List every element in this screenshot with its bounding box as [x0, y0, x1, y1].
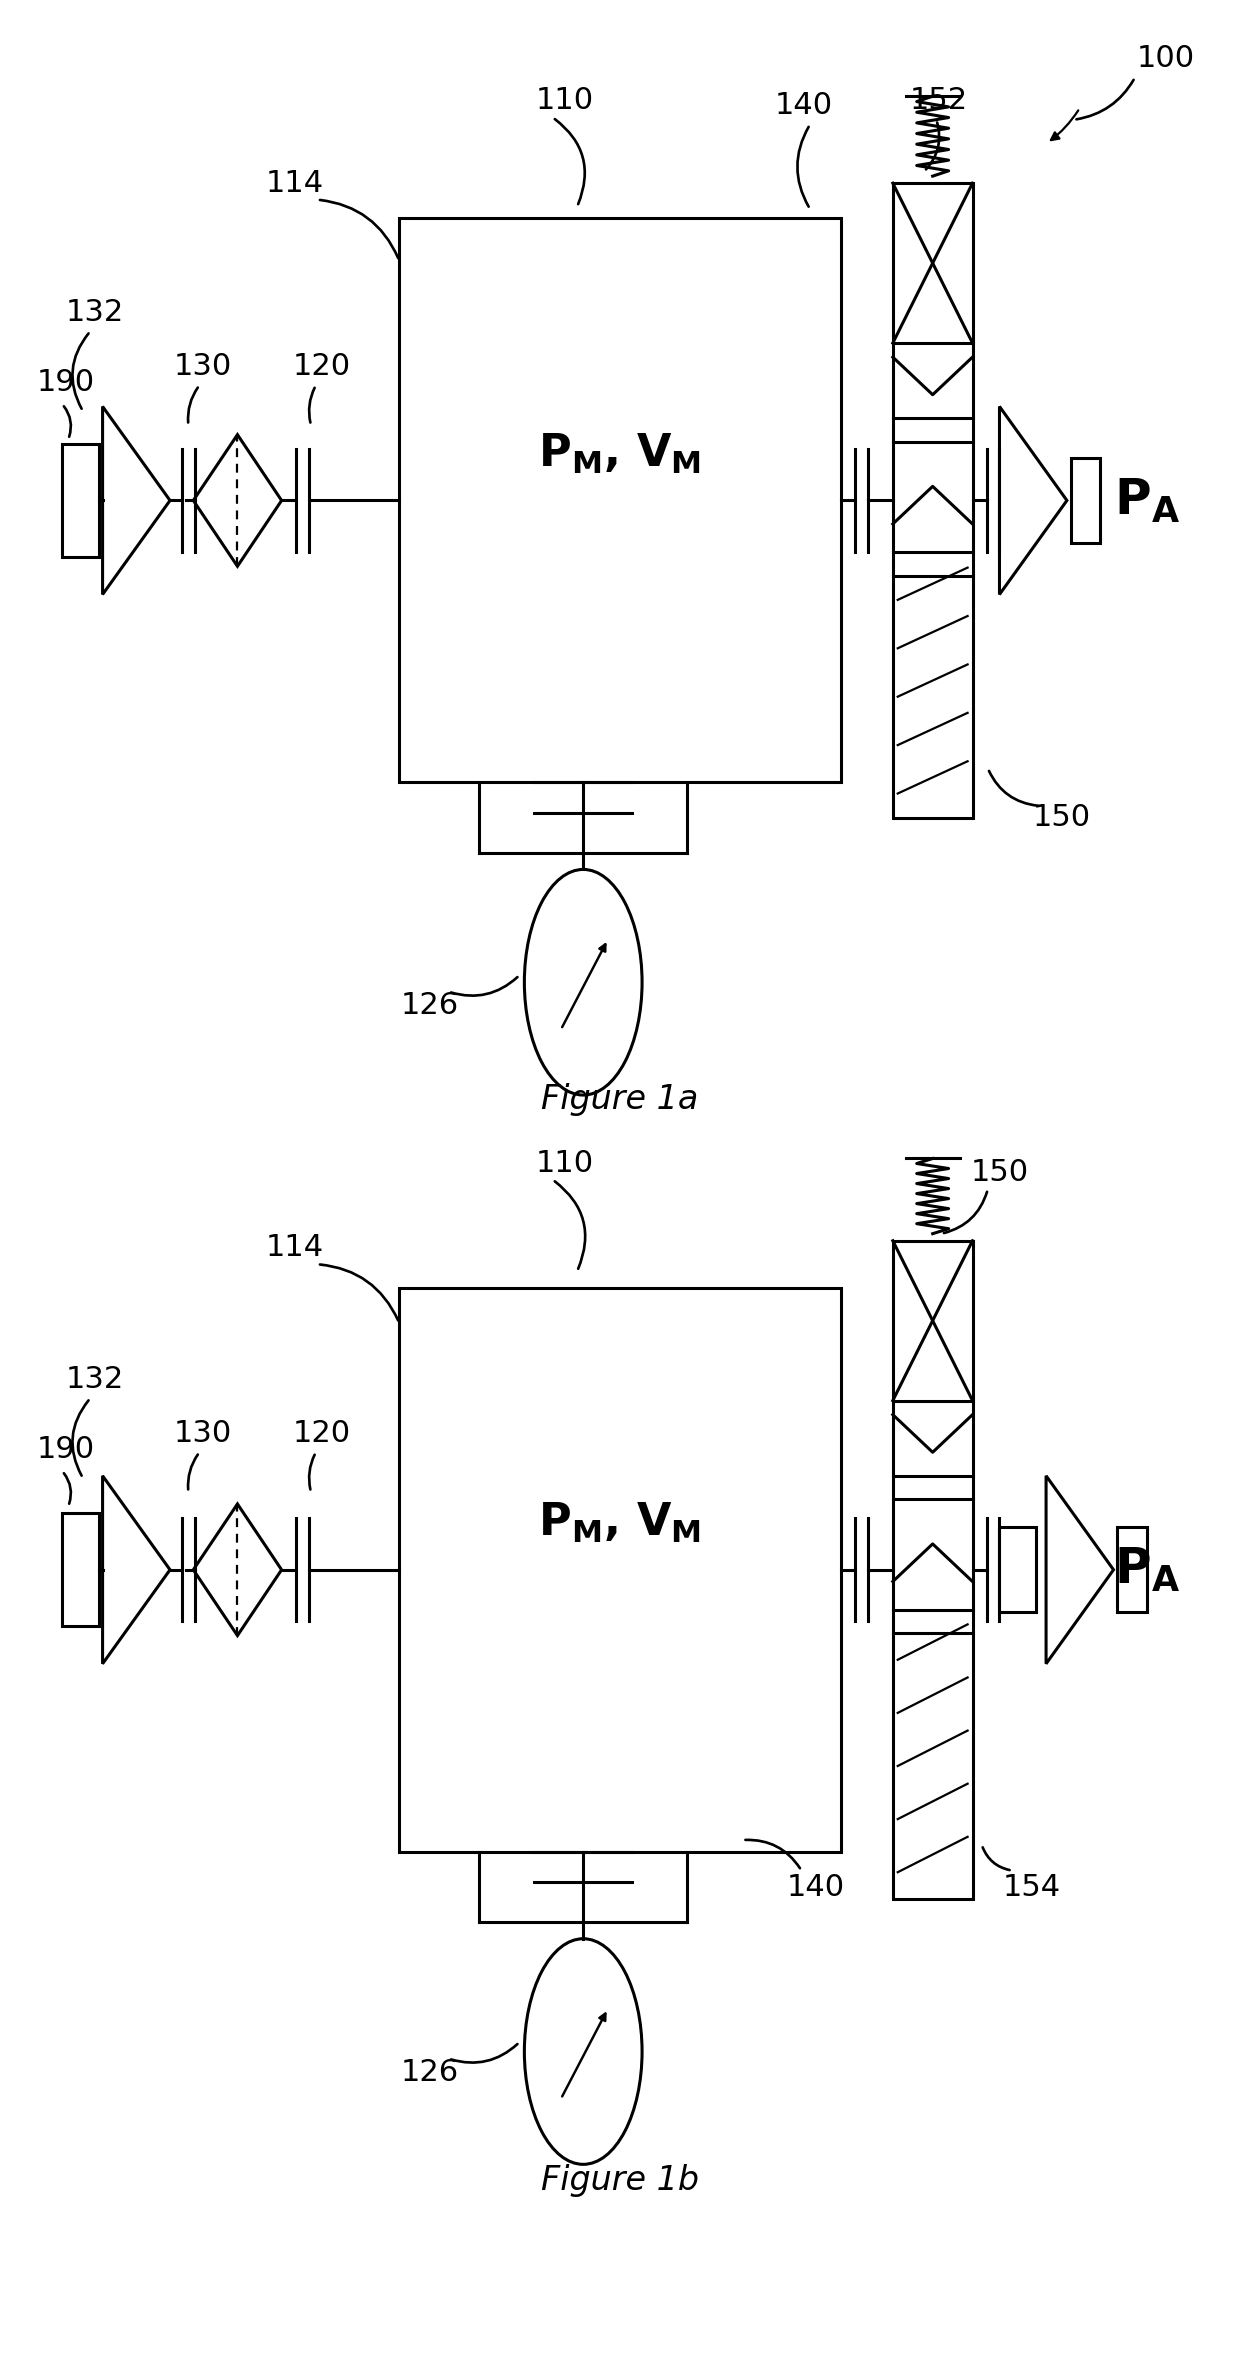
Text: 120: 120 [293, 1418, 351, 1449]
Bar [999, 1527, 1037, 1612]
Bar [893, 182, 972, 818]
Text: Figure 1a: Figure 1a [542, 1083, 698, 1116]
Bar [62, 444, 99, 558]
Text: 130: 130 [174, 1418, 232, 1449]
Bar [1070, 459, 1100, 544]
Text: 120: 120 [293, 352, 351, 381]
Text: 110: 110 [536, 87, 594, 116]
Text: 114: 114 [267, 1234, 324, 1262]
Text: 152: 152 [910, 87, 968, 116]
Text: 110: 110 [536, 1149, 594, 1177]
Text: $\mathbf{P_A}$: $\mathbf{P_A}$ [1115, 1546, 1180, 1593]
Text: 114: 114 [267, 168, 324, 199]
Text: 150: 150 [1033, 804, 1090, 832]
Text: Figure 1b: Figure 1b [541, 2165, 699, 2196]
Text: 190: 190 [37, 1435, 95, 1463]
Bar [1117, 1527, 1147, 1612]
Text: 126: 126 [401, 991, 459, 1021]
Text: 100: 100 [1137, 45, 1194, 73]
Text: 150: 150 [971, 1158, 1029, 1187]
Bar [893, 1241, 972, 1898]
Text: $\mathbf{P_M}$$\mathbf{,\,V_M}$: $\mathbf{P_M}$$\mathbf{,\,V_M}$ [538, 1501, 702, 1544]
Text: 132: 132 [66, 1364, 124, 1395]
Text: 154: 154 [1003, 1872, 1061, 1901]
Bar [399, 217, 841, 782]
Text: 140: 140 [787, 1872, 846, 1901]
Text: 190: 190 [37, 369, 95, 397]
Bar [399, 1288, 841, 1851]
Text: $\mathbf{P_A}$: $\mathbf{P_A}$ [1115, 478, 1180, 525]
Text: 126: 126 [401, 2059, 459, 2087]
Bar [62, 1513, 99, 1626]
Text: 132: 132 [66, 298, 124, 326]
Text: 130: 130 [174, 352, 232, 381]
Text: 140: 140 [775, 92, 833, 121]
Text: $\mathbf{P_M}$$\mathbf{,\,V_M}$: $\mathbf{P_M}$$\mathbf{,\,V_M}$ [538, 430, 702, 475]
